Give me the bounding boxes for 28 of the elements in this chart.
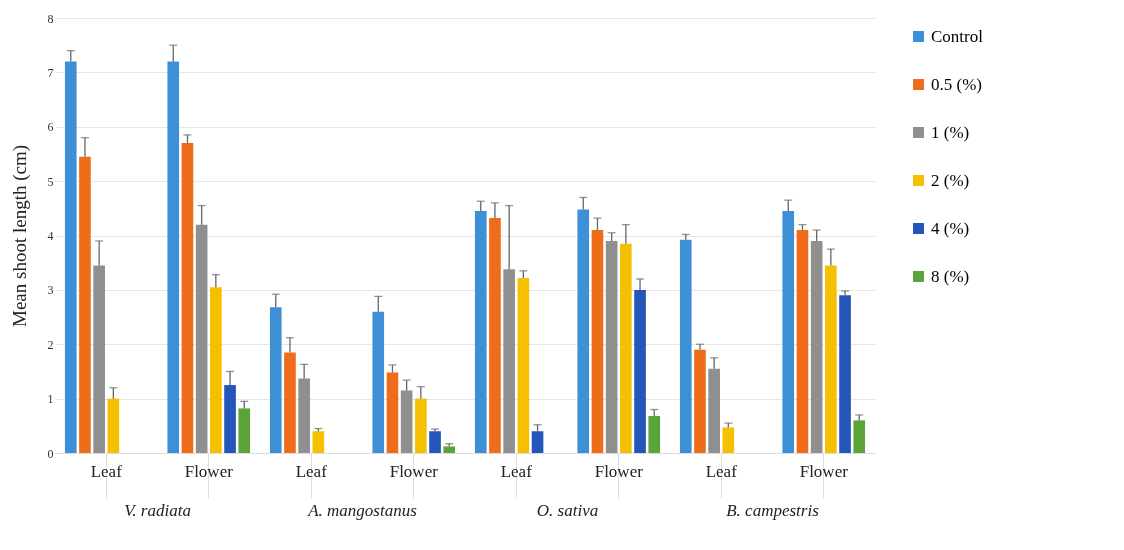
legend-label: 0.5 (%)	[931, 74, 982, 94]
text: O. sativa	[536, 501, 599, 520]
text: V. radiata	[124, 501, 191, 520]
y-axis-title: Mean shoot length (cm)	[8, 144, 31, 328]
y-tick-label: 4	[47, 229, 54, 243]
x-tick-label: Leaf	[295, 461, 328, 481]
x-tick-label: Flower	[184, 461, 234, 481]
y-tick-label: 2	[47, 337, 54, 352]
y-tick-label: 3	[47, 283, 54, 298]
y-tick-label: 1	[47, 392, 54, 407]
y-tick-label: 7	[47, 65, 54, 80]
y-tick-label: 5	[47, 174, 54, 189]
text: A. mangostanus	[307, 501, 418, 520]
text: B. campestris	[726, 501, 820, 520]
legend-label: 8 (%)	[931, 266, 970, 286]
x-tick-label: Flower	[389, 461, 439, 481]
x-tick-label: Flower	[594, 461, 644, 481]
x-tick-label: Leaf	[500, 461, 533, 481]
x-tick-label: Leaf	[90, 461, 123, 481]
legend-label: 1 (%)	[931, 122, 970, 142]
x-tick-label: Flower	[799, 461, 849, 481]
y-tick-label: 8	[47, 11, 54, 26]
y-tick-label: 0	[47, 446, 54, 461]
legend-label: 2 (%)	[931, 170, 970, 190]
x-tick-label: Leaf	[705, 461, 738, 481]
legend-label: Control	[931, 26, 984, 46]
y-tick-label: 6	[47, 120, 54, 135]
legend-label: 4 (%)	[931, 218, 970, 238]
